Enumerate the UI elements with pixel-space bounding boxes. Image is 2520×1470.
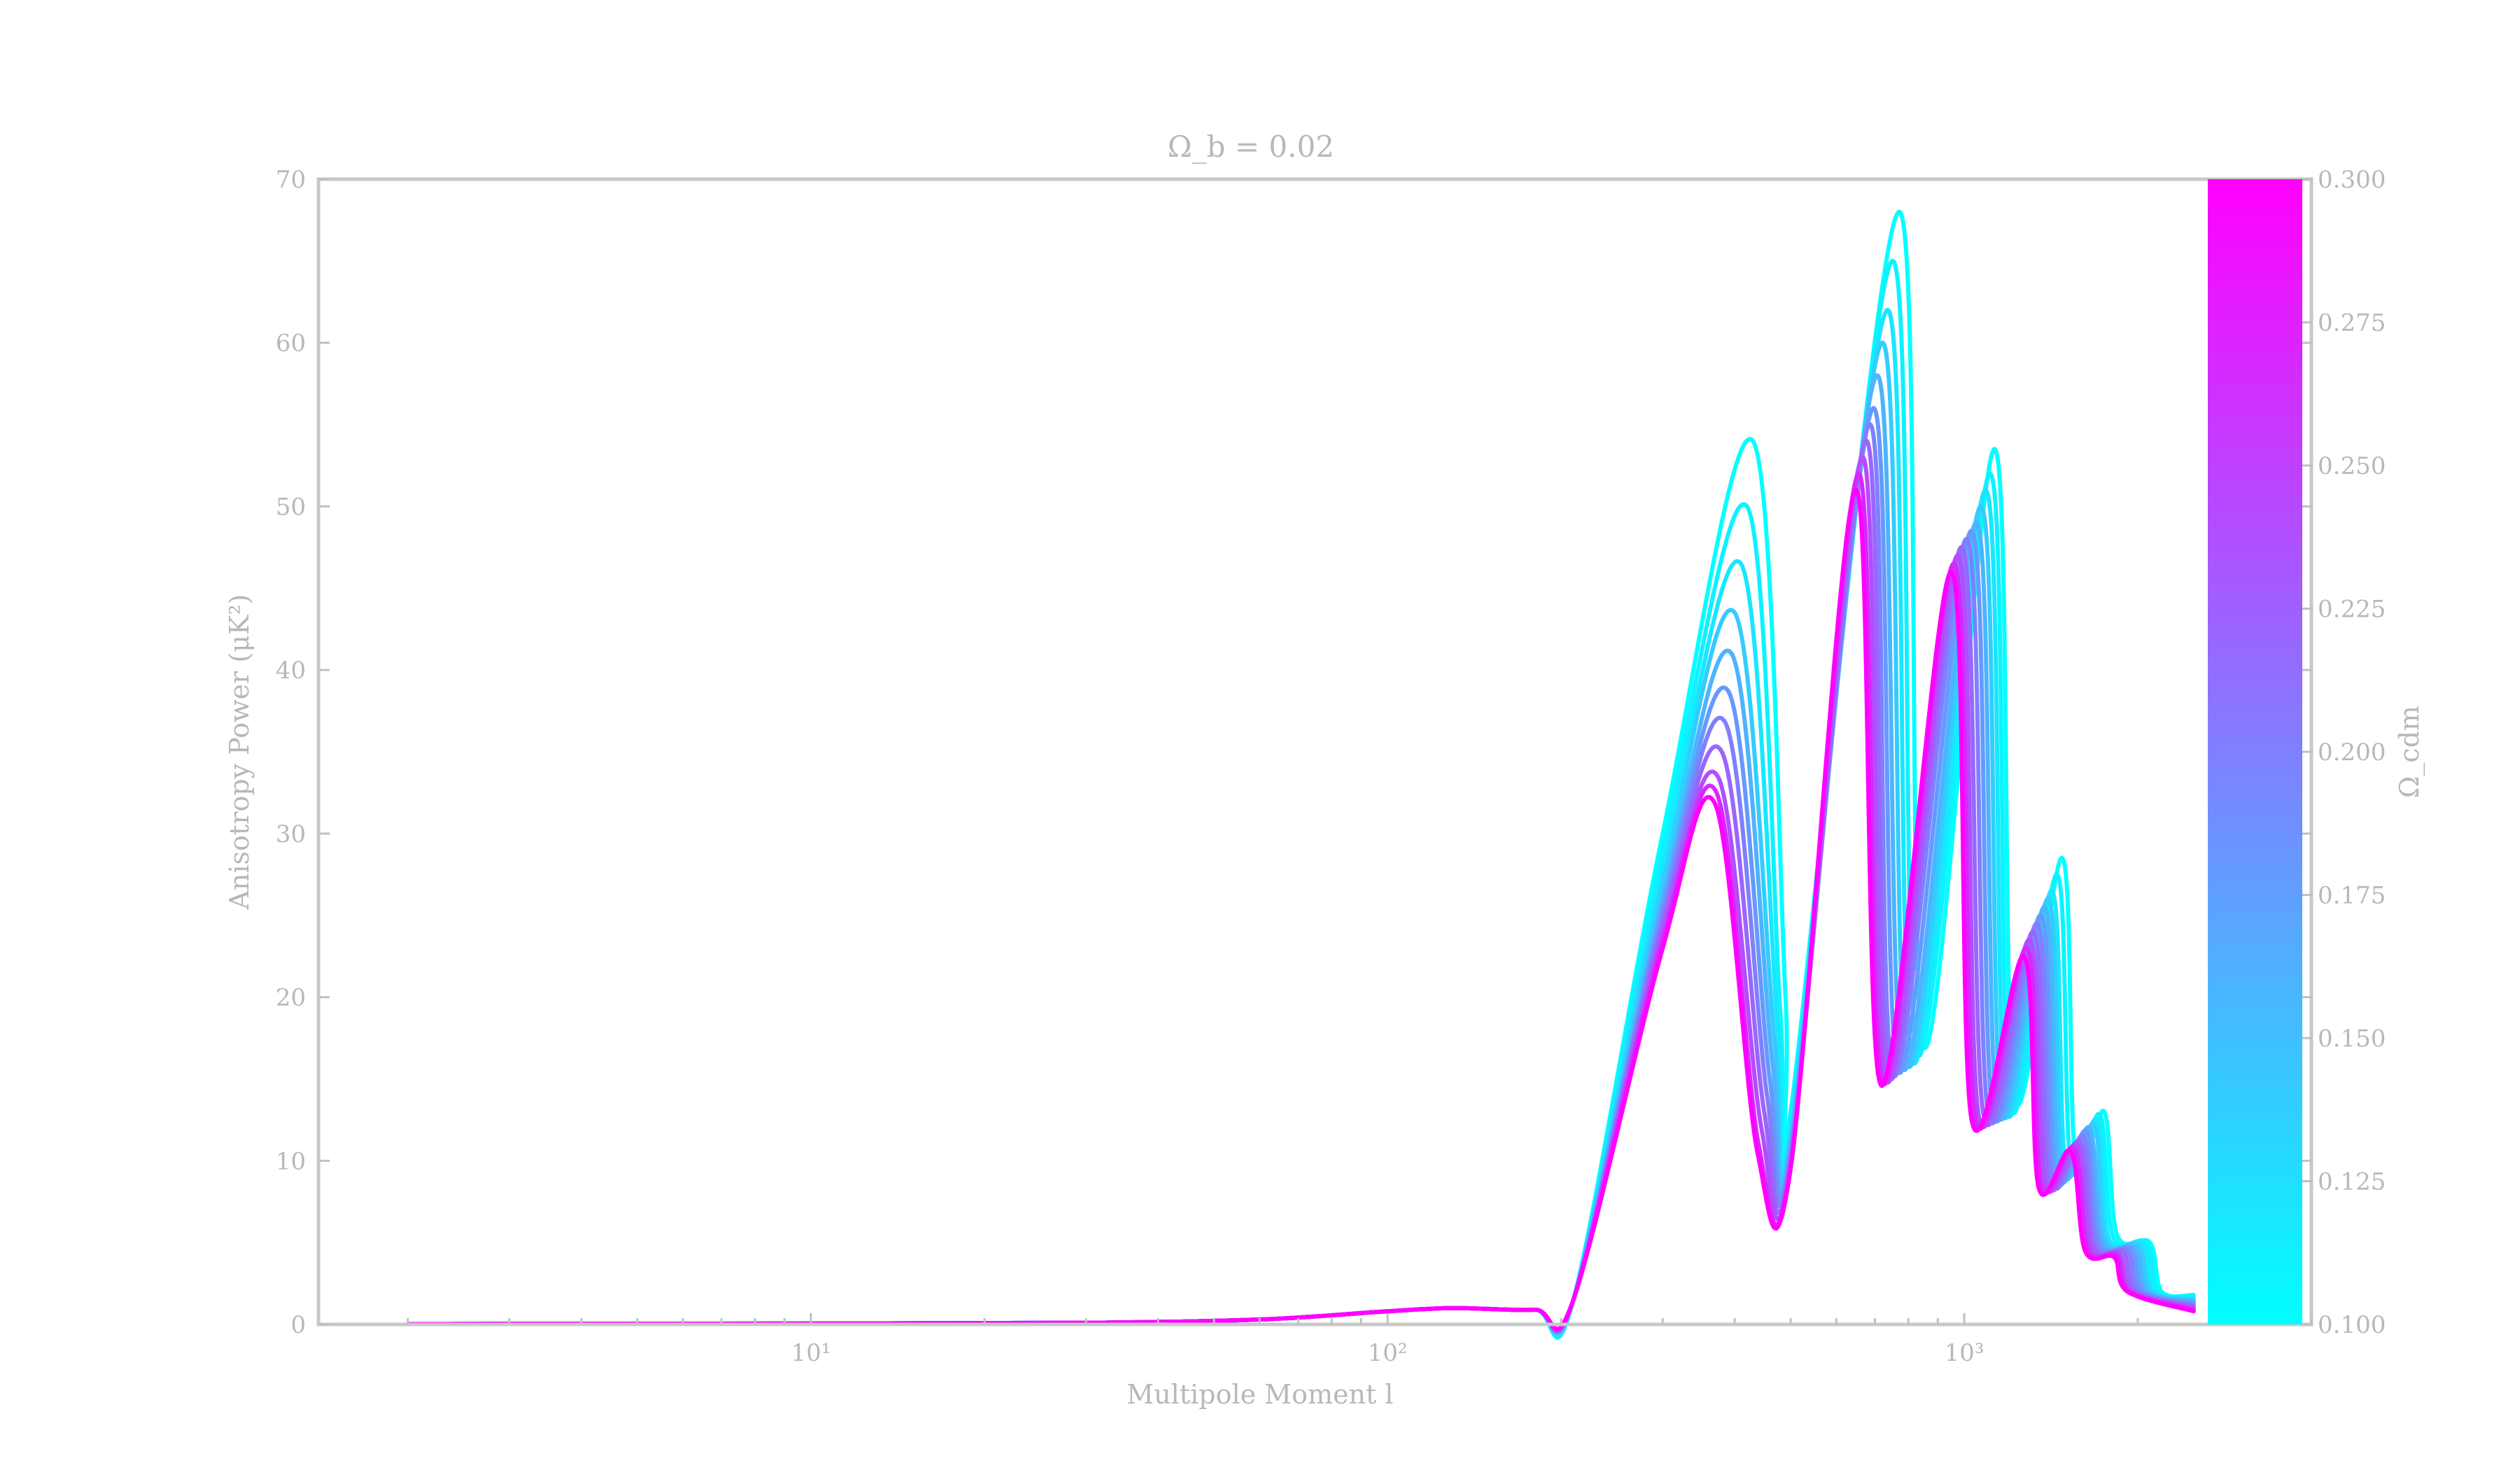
colorbar-tick-label: 0.200 (2318, 738, 2386, 766)
y-axis: 0 10 20 30 40 50 60 70 (276, 166, 2311, 1339)
colorbar-tick-label: 0.175 (2318, 882, 2386, 910)
y-axis-label: Anisotropy Power (μK²) (224, 594, 255, 911)
colorbar-tick-label: 0.300 (2318, 166, 2386, 194)
x-tick-label: 10³ (1945, 1339, 1984, 1367)
y-tick-label: 10 (276, 1147, 306, 1175)
chart-title: Ω_b = 0.02 (1168, 130, 1334, 164)
y-tick-label: 50 (276, 493, 306, 521)
x-tick-label: 10² (1368, 1339, 1408, 1367)
y-tick-label: 40 (276, 657, 306, 685)
plot-frame (316, 177, 2314, 1326)
curves-layer (405, 209, 2196, 1340)
x-tick-label: 10¹ (791, 1339, 831, 1367)
x-axis-label: Multipole Moment l (1126, 1379, 1393, 1410)
y-tick-label: 30 (276, 820, 306, 848)
colorbar-tick-label: 0.225 (2318, 596, 2386, 624)
colorbar-tick-label: 0.250 (2318, 452, 2386, 480)
colorbar (2208, 179, 2302, 1324)
y-tick-label: 0 (290, 1311, 306, 1339)
series-line (405, 488, 2196, 1331)
colorbar-tick-label: 0.100 (2318, 1311, 2386, 1339)
y-tick-label: 20 (276, 984, 306, 1012)
y-tick-label: 60 (276, 330, 306, 358)
colorbar-tick-label: 0.150 (2318, 1025, 2386, 1053)
x-axis: 10¹ 10² 10³ (407, 1313, 2313, 1367)
colorbar-tick-label: 0.125 (2318, 1168, 2386, 1196)
colorbar-ticks: 0.100 0.125 0.150 0.175 0.200 0.225 0.250 0.275… (2302, 166, 2386, 1339)
colorbar-tick-label: 0.275 (2318, 309, 2386, 337)
series-line (405, 422, 2196, 1334)
colorbar-label: Ω_cdm (2394, 706, 2426, 798)
y-tick-label: 70 (276, 166, 306, 194)
